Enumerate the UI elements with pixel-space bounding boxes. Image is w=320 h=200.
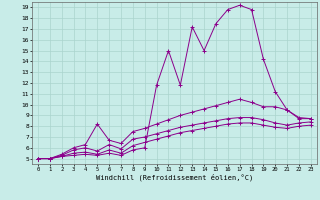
X-axis label: Windchill (Refroidissement éolien,°C): Windchill (Refroidissement éolien,°C) [96, 173, 253, 181]
